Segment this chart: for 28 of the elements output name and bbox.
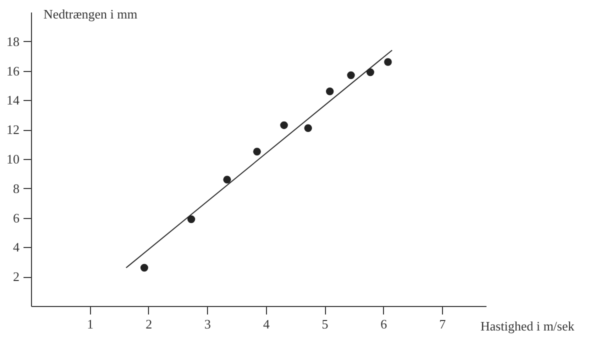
y-tick-label: 14 — [6, 92, 20, 108]
y-tick-label: 16 — [6, 63, 20, 78]
y-tick-label: 4 — [13, 240, 20, 255]
point — [253, 148, 261, 156]
x-tick-label: 7 — [439, 316, 446, 332]
x-tick-label: 1 — [86, 316, 94, 332]
point — [384, 58, 392, 66]
point — [347, 71, 355, 80]
y-axis-title: Nedtrængen i mm — [44, 6, 138, 22]
point — [187, 215, 196, 224]
point — [304, 124, 312, 132]
x-tick-label: 4 — [263, 316, 270, 332]
x-tick-label: 5 — [322, 316, 328, 332]
y-tick-label: 18 — [6, 34, 20, 49]
x-axis-title: Hastighed i m/sek — [480, 318, 575, 334]
x-tick-label: 2 — [146, 316, 152, 332]
point — [140, 264, 148, 272]
point — [223, 176, 231, 184]
x-tick-label: 3 — [204, 316, 211, 332]
y-tick-label: 12 — [6, 122, 20, 138]
y-tick-label: 8 — [13, 180, 20, 196]
point — [280, 121, 288, 130]
y-tick-label: 2 — [13, 269, 20, 284]
y-tick-label: 6 — [13, 210, 20, 226]
y-tick-label: 10 — [6, 152, 20, 166]
point — [326, 88, 334, 96]
x-tick-label: 6 — [380, 316, 388, 332]
point — [366, 68, 374, 76]
